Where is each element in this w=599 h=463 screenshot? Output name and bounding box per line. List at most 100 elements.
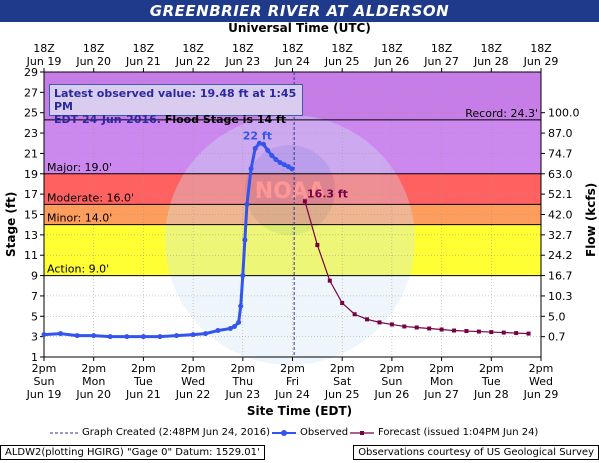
latest-observed-box: Latest observed value: 19.48 ft at 1:45 … [49, 84, 303, 126]
footer: ALDW2(plotting HGIRG) "Gage 0" Datum: 15… [0, 445, 599, 463]
flow-tick-label: 5.0 [548, 310, 566, 323]
forecast-point [365, 317, 370, 322]
band-moderate [44, 204, 541, 225]
bottom-axis-title: Site Time (EDT) [246, 404, 353, 418]
x-bottom-day-label: Mon [82, 375, 105, 388]
y-tick-label: 5 [31, 310, 38, 323]
x-bottom-day-label: Fri [286, 375, 299, 388]
x-bottom-day-label: Thu [231, 375, 253, 388]
observed-point [252, 145, 258, 151]
observed-point [238, 303, 244, 309]
x-top-hour-label: 18Z [33, 42, 55, 55]
noaa-seal-inner [245, 145, 335, 235]
x-top-hour-label: 18Z [331, 42, 353, 55]
info-line-2-flood: Flood Stage is 14 ft [164, 113, 287, 126]
flow-tick-label: 74.7 [548, 147, 573, 160]
forecast-point [340, 301, 345, 306]
observed-point [232, 323, 238, 329]
y-tick-label: 7 [31, 290, 38, 303]
observed-point [256, 140, 262, 146]
legend-observed: Observed [300, 427, 349, 438]
axes: 1357911131517192123252729100.087.074.763… [24, 42, 580, 401]
x-top-date-label: Jun 26 [374, 55, 410, 68]
forecast-point [377, 320, 382, 325]
observed-point [289, 166, 295, 172]
forecast-point [315, 243, 320, 248]
observed-point [107, 334, 113, 340]
threshold-label: Minor: 14.0' [47, 212, 112, 225]
x-top-hour-label: 18Z [83, 42, 105, 55]
y-tick-label: 21 [24, 147, 38, 160]
observed-point [261, 141, 267, 147]
x-bottom-time-label: 2pm [529, 362, 554, 375]
y-tick-label: 11 [24, 249, 38, 262]
noaa-seal-circle [165, 115, 415, 365]
x-top-hour-label: 18Z [530, 42, 552, 55]
observed-point [227, 326, 233, 331]
y-tick-label: 13 [24, 229, 38, 242]
observed-point [58, 331, 64, 337]
forecast-point [526, 331, 531, 336]
forecast-point [514, 331, 519, 336]
forecast-point [352, 312, 357, 317]
title-bar: GREENBRIER RIVER AT ALDERSON [0, 0, 599, 22]
observed-point [240, 273, 246, 279]
x-top-hour-label: 18Z [232, 42, 254, 55]
forecast-point [327, 278, 332, 283]
y-tick-label: 29 [24, 66, 38, 79]
x-bottom-date-label: Jun 26 [374, 388, 410, 401]
x-bottom-date-label: Jun 20 [75, 388, 111, 401]
x-bottom-day-label: Wed [181, 375, 205, 388]
x-bottom-day-label: Tue [133, 375, 153, 388]
observed-point [124, 334, 130, 340]
x-top-date-label: Jun 20 [75, 55, 111, 68]
x-top-hour-label: 18Z [282, 42, 304, 55]
threshold-label: Moderate: 16.0' [47, 191, 134, 204]
footer-credit: Observations courtesy of US Geological S… [353, 445, 599, 460]
annotation-label: 22 ft [243, 129, 272, 142]
x-top-date-label: Jun 22 [175, 55, 211, 68]
legend-observed-marker [281, 430, 287, 436]
x-bottom-time-label: 2pm [479, 362, 504, 375]
x-top-hour-label: 18Z [381, 42, 403, 55]
observed-point [215, 328, 221, 334]
threshold-label: Major: 19.0' [47, 161, 112, 174]
x-top-date-label: Jun 19 [26, 55, 62, 68]
observed-point [203, 331, 209, 337]
x-top-hour-label: 18Z [431, 42, 453, 55]
info-line-1: Latest observed value: 19.48 ft at 1:45 … [54, 87, 297, 113]
x-bottom-day-label: Sat [333, 375, 352, 388]
y-tick-label: 3 [31, 331, 38, 344]
x-bottom-time-label: 2pm [380, 362, 405, 375]
x-bottom-time-label: 2pm [280, 362, 305, 375]
observed-point [265, 147, 271, 153]
flow-tick-label: 42.0 [548, 209, 573, 222]
annotations: 22 ft 16.3 ft [243, 129, 348, 200]
x-top-date-label: Jun 29 [523, 55, 559, 68]
info-line-2-date: EDT 24-Jun-2016. [54, 113, 161, 126]
x-bottom-time-label: 2pm [181, 362, 206, 375]
observed-point [91, 333, 97, 339]
observed-point [174, 333, 180, 339]
legend-graph-created: Graph Created (2:48PM Jun 24, 2016) [82, 427, 271, 438]
forecast-point [439, 327, 444, 332]
observed-series [41, 140, 295, 340]
observed-point [273, 157, 279, 163]
footer-datum: ALDW2(plotting HGIRG) "Gage 0" Datum: 15… [0, 445, 265, 460]
y-tick-label: 9 [31, 270, 38, 283]
forecast-point [414, 325, 419, 330]
x-top-date-label: Jun 27 [423, 55, 459, 68]
flow-tick-label: 16.7 [548, 270, 573, 283]
legend-forecast: Forecast (issued 1:04PM Jun 24) [378, 427, 539, 438]
x-bottom-time-label: 2pm [429, 362, 454, 375]
x-bottom-date-label: Jun 21 [125, 388, 161, 401]
observed-point [285, 164, 291, 170]
x-bottom-date-label: Jun 27 [423, 388, 459, 401]
y-tick-label: 15 [24, 209, 38, 222]
forecast-series [302, 199, 531, 336]
x-bottom-day-label: Tue [481, 375, 501, 388]
x-top-date-label: Jun 21 [125, 55, 161, 68]
observed-point [277, 160, 283, 166]
x-top-hour-label: 18Z [481, 42, 503, 55]
